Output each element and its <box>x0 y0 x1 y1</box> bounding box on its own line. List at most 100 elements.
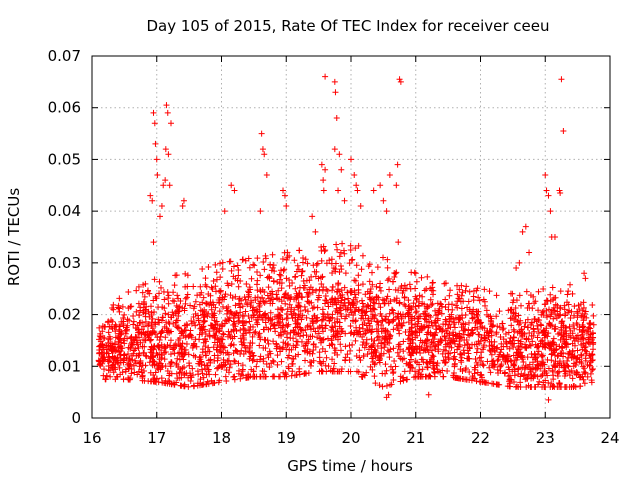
data-point <box>149 315 156 322</box>
data-point <box>137 304 144 311</box>
data-point <box>287 308 294 315</box>
data-point <box>494 344 501 351</box>
data-point <box>107 373 114 380</box>
data-point <box>334 318 341 325</box>
data-point <box>209 285 216 292</box>
data-point <box>246 342 253 349</box>
data-point <box>331 368 338 375</box>
data-point <box>435 307 442 314</box>
data-point <box>335 187 342 194</box>
data-point <box>185 383 192 390</box>
data-point <box>99 353 106 360</box>
data-point <box>307 323 314 330</box>
data-point <box>549 284 556 291</box>
data-point <box>280 344 287 351</box>
data-point <box>172 310 179 317</box>
data-point <box>443 328 450 335</box>
data-point <box>291 372 298 379</box>
data-point <box>395 239 402 246</box>
data-point <box>171 298 178 305</box>
data-point <box>314 314 321 321</box>
data-point <box>96 336 103 343</box>
data-point <box>111 364 118 371</box>
data-point <box>295 311 302 318</box>
data-point <box>131 369 138 376</box>
data-point <box>110 347 117 354</box>
data-point <box>299 294 306 301</box>
data-point <box>287 335 294 342</box>
data-point <box>378 340 385 347</box>
data-point <box>148 343 155 350</box>
data-point <box>523 288 530 295</box>
data-point <box>274 306 281 313</box>
data-point <box>564 291 571 298</box>
data-point <box>251 329 258 336</box>
data-point <box>297 326 304 333</box>
data-point <box>106 323 113 330</box>
data-point <box>145 320 152 327</box>
data-point <box>447 324 454 331</box>
data-point <box>265 295 272 302</box>
data-point <box>150 109 157 116</box>
data-point <box>394 349 401 356</box>
data-point <box>415 315 422 322</box>
data-point <box>217 260 224 267</box>
data-point <box>427 343 434 350</box>
data-point <box>304 289 311 296</box>
data-point <box>505 307 512 314</box>
data-point <box>322 73 329 80</box>
data-point <box>118 330 125 337</box>
data-point <box>576 358 583 365</box>
data-point <box>334 246 341 253</box>
data-point <box>218 335 225 342</box>
data-point <box>348 309 355 316</box>
data-point <box>441 358 448 365</box>
data-point <box>256 313 263 320</box>
data-point <box>202 275 209 282</box>
data-point <box>516 292 523 299</box>
data-point <box>412 328 419 335</box>
data-point <box>392 286 399 293</box>
data-point <box>534 343 541 350</box>
data-point <box>566 368 573 375</box>
data-point <box>590 321 597 328</box>
data-point <box>493 381 500 388</box>
data-point <box>289 368 296 375</box>
data-point <box>207 292 214 299</box>
data-point <box>541 370 548 377</box>
data-point <box>348 156 354 163</box>
data-point <box>207 356 214 363</box>
data-point <box>194 292 201 299</box>
data-point <box>183 321 190 328</box>
data-point <box>246 327 253 334</box>
data-point <box>390 309 397 316</box>
data-point <box>312 273 319 280</box>
data-point <box>227 292 234 299</box>
data-point <box>335 280 342 287</box>
data-point <box>259 146 266 153</box>
data-point <box>114 354 121 361</box>
data-point <box>310 341 317 348</box>
data-point <box>377 287 384 294</box>
data-point <box>357 202 364 209</box>
data-point <box>512 352 519 359</box>
data-point <box>319 306 326 313</box>
data-point <box>416 366 423 373</box>
data-point <box>115 304 122 311</box>
data-point <box>381 339 388 346</box>
data-point <box>329 283 336 290</box>
data-point <box>188 318 195 325</box>
data-point <box>379 296 386 303</box>
data-point <box>382 361 389 368</box>
data-point <box>214 357 221 364</box>
data-point <box>326 317 333 324</box>
data-point <box>274 343 281 350</box>
data-point <box>346 260 353 267</box>
data-point <box>230 341 237 348</box>
data-point <box>263 171 270 178</box>
data-point <box>543 187 550 194</box>
data-point <box>139 289 146 296</box>
data-point <box>356 328 363 335</box>
data-point <box>510 379 517 386</box>
x-axis-label: GPS time / hours <box>287 457 413 475</box>
